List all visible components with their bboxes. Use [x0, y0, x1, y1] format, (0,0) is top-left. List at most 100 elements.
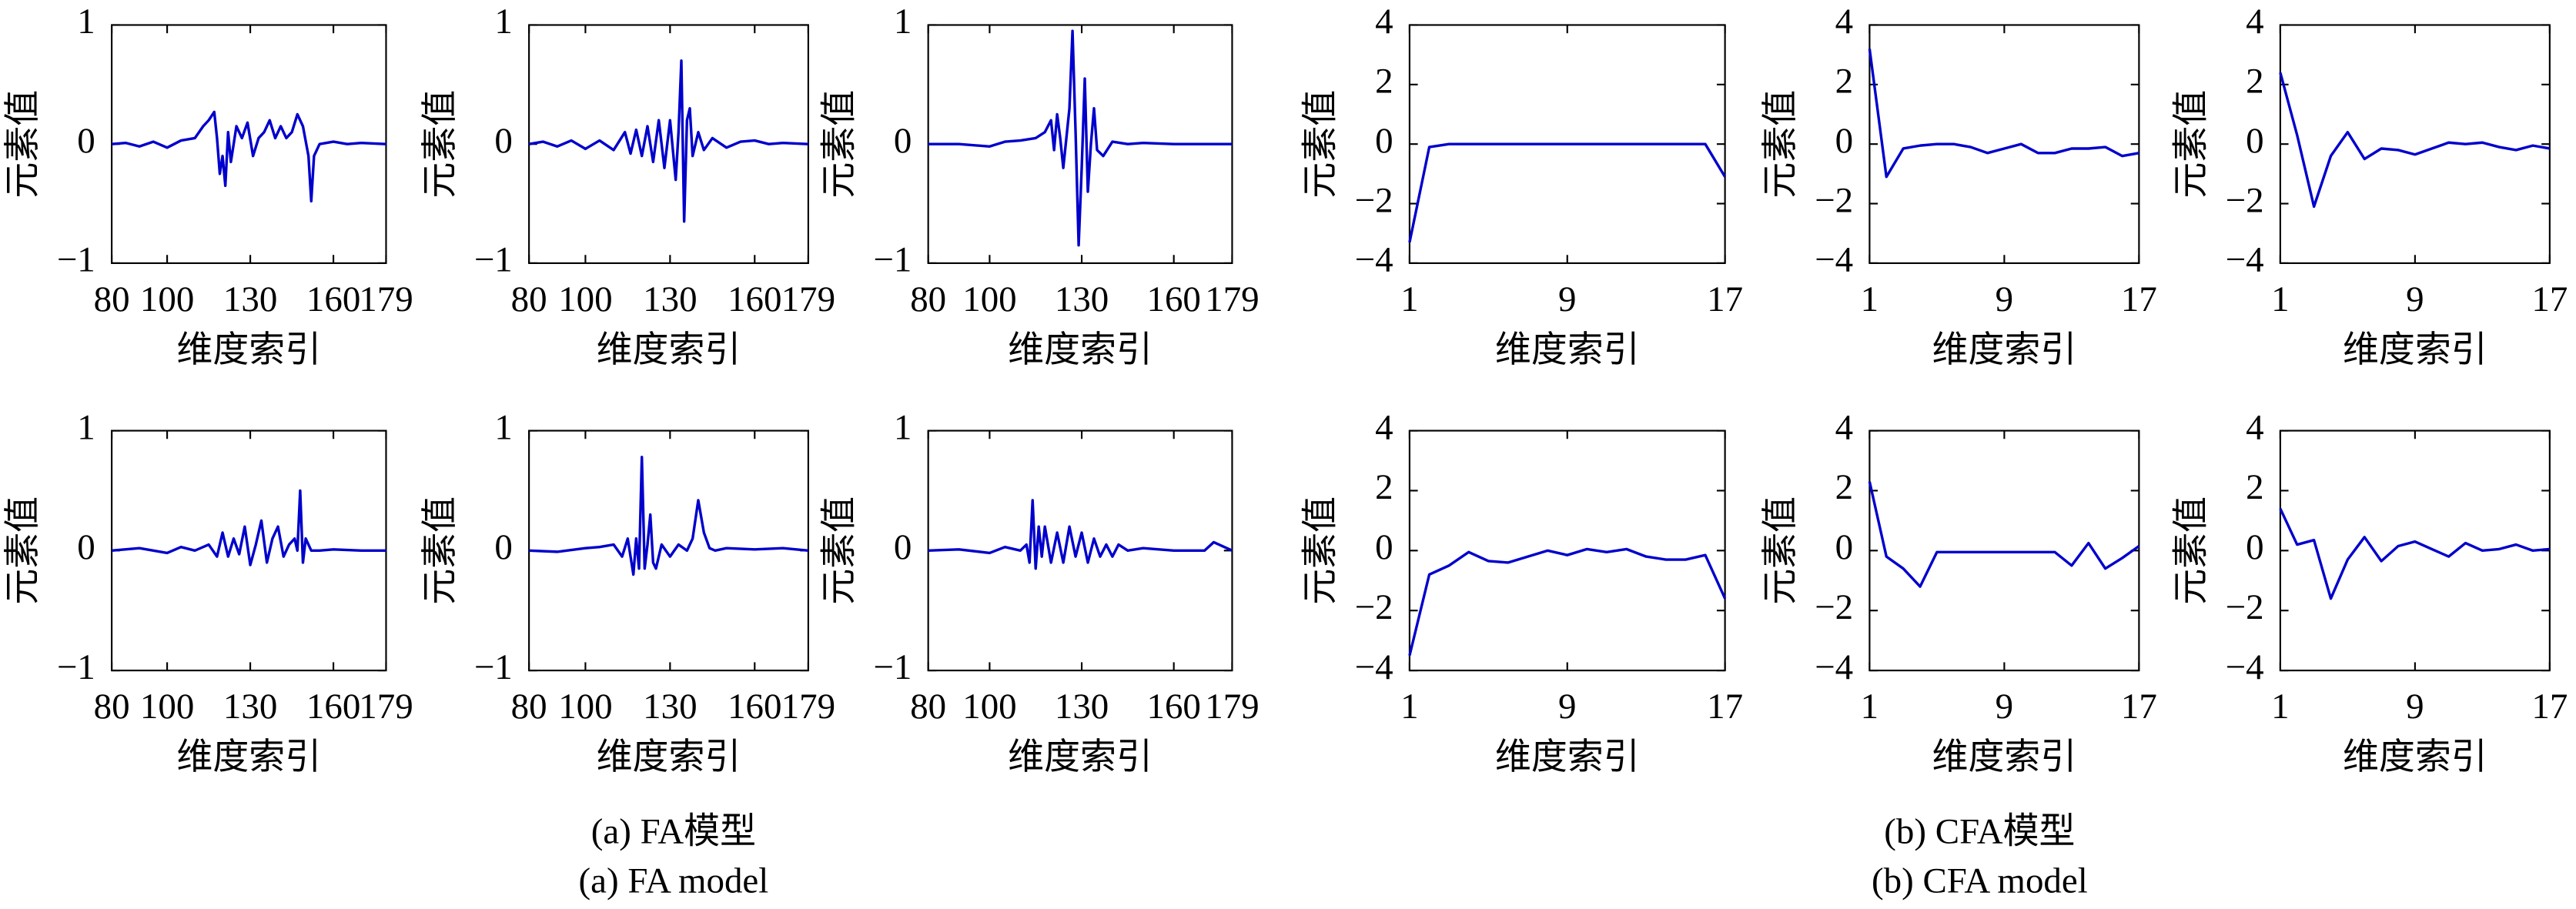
y-tick-label: −4: [1815, 647, 1853, 687]
y-tick-label: 4: [2246, 2, 2263, 42]
x-tick-label: 160: [306, 687, 360, 727]
data-line: [2279, 72, 2551, 209]
data-line: [928, 499, 1233, 570]
x-tick-label: 130: [643, 279, 697, 319]
x-tick-label: 80: [511, 687, 547, 727]
x-tick-label: 1: [1400, 279, 1418, 319]
x-tick-label: 1: [2271, 279, 2289, 319]
y-tick-label: 2: [2246, 62, 2263, 102]
x-axis-label: 维度索引: [597, 737, 741, 777]
x-tick-label: 80: [511, 279, 547, 319]
y-tick-label: 0: [1375, 121, 1393, 161]
y-tick-label: −4: [2226, 647, 2264, 687]
y-axis-label: 元素值: [1301, 90, 1341, 199]
y-tick-label: 2: [1835, 467, 1853, 507]
y-axis-label: 元素值: [1761, 496, 1801, 605]
data-line: [1868, 48, 2139, 179]
caption: (a) FA model: [579, 861, 769, 901]
caption: (b) CFA模型: [1884, 811, 2075, 851]
x-tick-label: 179: [1205, 687, 1259, 727]
x-tick-label: 17: [2121, 279, 2157, 319]
x-axis-label: 维度索引: [1495, 330, 1640, 370]
x-tick-label: 100: [140, 687, 194, 727]
y-tick-label: −2: [1815, 180, 1853, 220]
x-tick-label: 160: [1146, 279, 1200, 319]
y-tick-label: 0: [1835, 121, 1853, 161]
caption: (a) FA模型: [591, 811, 756, 851]
y-tick-label: 0: [1375, 527, 1393, 567]
x-tick-label: 80: [94, 687, 130, 727]
y-axis-label: 元素值: [1761, 90, 1801, 199]
y-tick-label: 2: [1375, 62, 1393, 102]
y-tick-label: −2: [2226, 180, 2264, 220]
x-tick-label: 80: [94, 279, 130, 319]
y-tick-label: −2: [2226, 587, 2264, 627]
x-tick-label: 160: [728, 687, 781, 727]
y-tick-label: −4: [2226, 240, 2264, 280]
y-tick-label: −1: [873, 240, 912, 280]
data-line: [529, 456, 809, 576]
x-tick-label: 100: [962, 279, 1016, 319]
x-tick-label: 100: [558, 279, 612, 319]
data-line: [111, 110, 386, 203]
data-line: [928, 29, 1233, 247]
x-tick-label: 1: [1861, 279, 1878, 319]
axes-frame: [1868, 24, 2140, 264]
x-axis-label: 维度索引: [1008, 737, 1153, 777]
data-line: [111, 489, 386, 566]
x-tick-label: 179: [359, 279, 413, 319]
y-tick-label: −1: [57, 240, 95, 280]
y-tick-label: −4: [1355, 240, 1393, 280]
y-tick-label: 0: [494, 121, 512, 161]
y-tick-label: −1: [57, 647, 95, 687]
y-tick-label: 1: [77, 2, 95, 42]
x-tick-label: 9: [1558, 687, 1576, 727]
x-tick-label: 17: [2531, 687, 2568, 727]
y-tick-label: −1: [474, 240, 513, 280]
x-tick-label: 179: [1205, 279, 1259, 319]
data-line: [1408, 142, 1727, 243]
y-tick-label: 0: [2246, 527, 2263, 567]
x-axis-label: 维度索引: [1932, 330, 2077, 370]
y-tick-label: −2: [1815, 587, 1853, 627]
y-tick-label: 2: [2246, 467, 2263, 507]
x-tick-label: 130: [223, 279, 277, 319]
y-tick-label: 2: [1375, 467, 1393, 507]
x-tick-label: 9: [1558, 279, 1576, 319]
y-tick-label: 1: [494, 2, 512, 42]
y-tick-label: 2: [1835, 62, 1853, 102]
y-tick-label: 4: [2246, 407, 2263, 447]
y-tick-label: 1: [894, 407, 912, 447]
axes-frame: [1408, 429, 1726, 672]
x-axis-label: 维度索引: [2343, 737, 2487, 777]
y-axis-label: 元素值: [2172, 90, 2212, 199]
y-axis-label: 元素值: [2172, 496, 2212, 605]
y-tick-label: 0: [77, 121, 95, 161]
y-axis-label: 元素值: [819, 90, 859, 199]
data-line: [528, 59, 808, 223]
x-tick-label: 100: [962, 687, 1016, 727]
x-tick-label: 9: [1996, 279, 2013, 319]
x-tick-label: 160: [306, 279, 360, 319]
x-tick-label: 17: [2121, 687, 2157, 727]
x-tick-label: 100: [140, 279, 194, 319]
y-tick-label: −1: [873, 647, 912, 687]
axes-frame: [2279, 24, 2551, 264]
y-axis-label: 元素值: [420, 496, 460, 605]
y-tick-label: 1: [894, 2, 912, 42]
y-tick-label: 0: [2246, 121, 2263, 161]
x-axis-label: 维度索引: [176, 737, 321, 777]
y-axis-label: 元素值: [819, 496, 859, 605]
y-tick-label: 0: [1835, 527, 1853, 567]
x-tick-label: 130: [643, 687, 697, 727]
y-tick-label: 0: [494, 527, 512, 567]
x-tick-label: 9: [2406, 279, 2424, 319]
x-tick-label: 9: [1996, 687, 2013, 727]
y-tick-label: 4: [1835, 407, 1853, 447]
y-tick-label: 4: [1835, 2, 1853, 42]
y-tick-label: 4: [1375, 2, 1393, 42]
y-tick-label: 0: [894, 121, 912, 161]
x-axis-label: 维度索引: [1932, 737, 2077, 777]
y-tick-label: 4: [1375, 407, 1393, 447]
